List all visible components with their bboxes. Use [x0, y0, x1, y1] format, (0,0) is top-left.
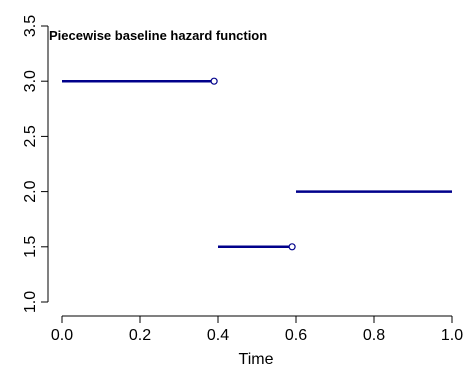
x-axis-label: Time — [239, 351, 274, 368]
y-tick-label-4: 3.0 — [22, 70, 39, 92]
open-endpoint-1 — [288, 243, 296, 251]
y-axis: 1.0 1.5 2.0 2.5 3.0 3.5 — [22, 15, 49, 313]
x-tick-label-0: 0.0 — [51, 327, 73, 344]
y-tick-label-5: 3.5 — [22, 15, 39, 37]
x-tick-label-2: 0.4 — [207, 327, 229, 344]
y-tick-label-2: 2.0 — [22, 180, 39, 202]
x-tick-label-3: 0.6 — [285, 327, 307, 344]
x-tick-label-1: 0.2 — [129, 327, 151, 344]
y-tick-label-3: 2.5 — [22, 125, 39, 147]
chart-title: Piecewise baseline hazard function — [49, 28, 267, 43]
y-tick-label-1: 1.5 — [22, 236, 39, 258]
hazard-segments — [62, 77, 452, 251]
y-tick-label-0: 1.0 — [22, 291, 39, 313]
open-endpoint-0 — [210, 77, 218, 85]
x-tick-label-4: 0.8 — [363, 327, 385, 344]
x-axis: 0.0 0.2 0.4 0.6 0.8 1.0 — [51, 315, 463, 344]
x-tick-label-5: 1.0 — [441, 327, 463, 344]
